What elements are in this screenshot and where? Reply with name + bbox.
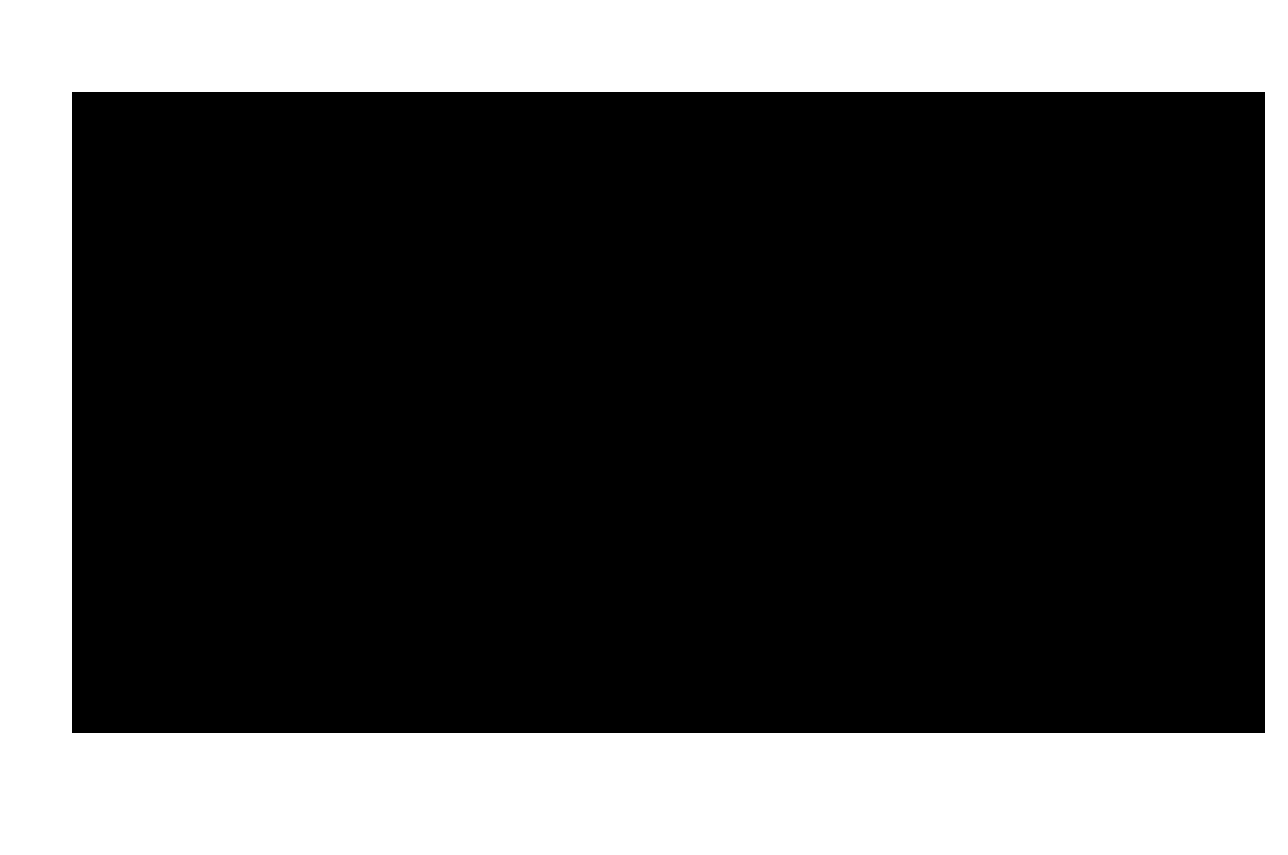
map-background [72, 92, 1265, 733]
